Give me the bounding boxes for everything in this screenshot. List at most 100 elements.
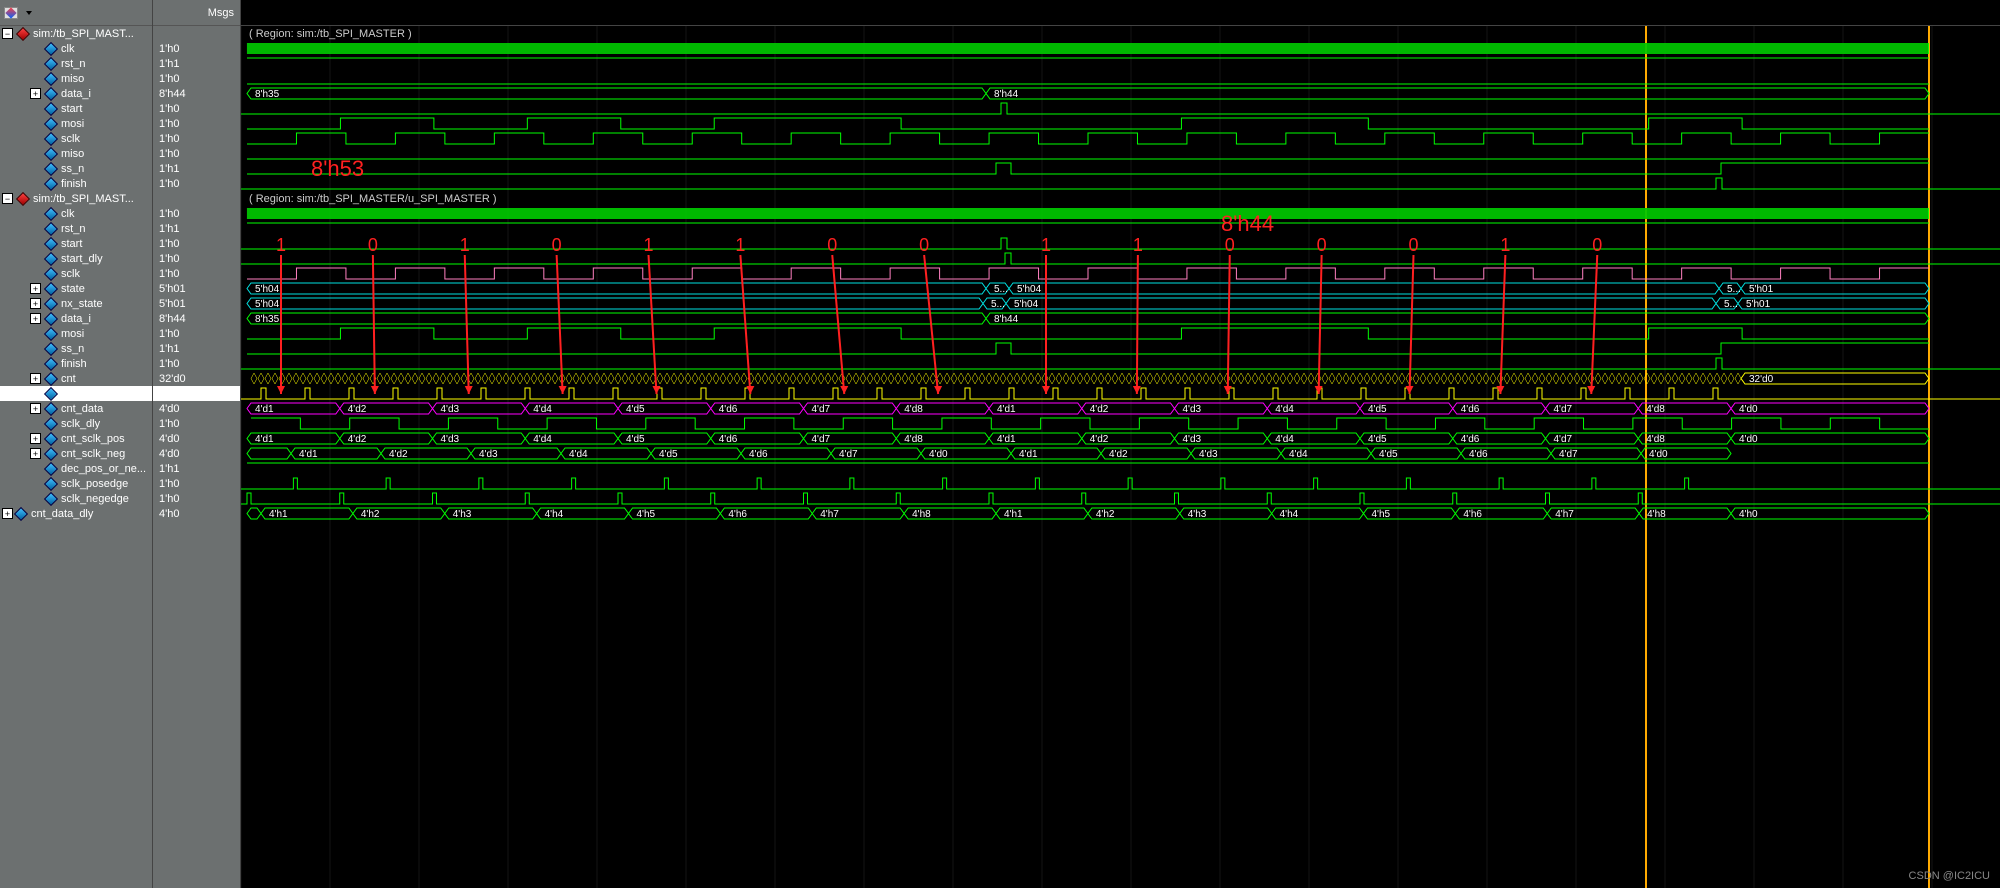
- signal-name[interactable]: nx_state: [61, 298, 103, 310]
- scope-label[interactable]: sim:/tb_SPI_MAST...: [33, 193, 134, 205]
- signal-name[interactable]: sclk_posedge: [61, 478, 128, 490]
- svg-text:4'h5: 4'h5: [1372, 509, 1391, 520]
- signal-value: 1'h1: [155, 163, 179, 175]
- svg-text:4'd7: 4'd7: [839, 449, 858, 460]
- dropdown-icon[interactable]: [4, 7, 18, 19]
- svg-text:4'd6: 4'd6: [719, 404, 738, 415]
- tree-expander[interactable]: +: [30, 373, 41, 384]
- signal-value: 1'h0: [155, 178, 179, 190]
- svg-text:4'd7: 4'd7: [812, 404, 831, 415]
- svg-text:4'd7: 4'd7: [812, 434, 831, 445]
- signal-name[interactable]: cnt_data_dly: [31, 508, 93, 520]
- tree-expander[interactable]: +: [30, 88, 41, 99]
- svg-text:4'd2: 4'd2: [389, 449, 408, 460]
- signal-value: 1'h0: [155, 493, 179, 505]
- tree-expander[interactable]: +: [30, 298, 41, 309]
- svg-text:4'd1: 4'd1: [1019, 449, 1038, 460]
- tree-expander[interactable]: +: [30, 313, 41, 324]
- svg-text:8'h44: 8'h44: [994, 89, 1019, 100]
- svg-text:1: 1: [1133, 235, 1143, 255]
- signal-name[interactable]: cnt_sclk_neg: [61, 448, 125, 460]
- signal-name[interactable]: clk: [61, 208, 74, 220]
- scope-label[interactable]: sim:/tb_SPI_MAST...: [33, 28, 134, 40]
- signal-value: 1'h1: [155, 463, 179, 475]
- svg-text:0: 0: [919, 235, 929, 255]
- signal-name[interactable]: sclk_dly: [61, 418, 100, 430]
- dropdown-arrow-icon[interactable]: [22, 7, 36, 19]
- svg-text:1: 1: [276, 235, 286, 255]
- svg-text:4'd1: 4'd1: [997, 404, 1016, 415]
- signal-name[interactable]: data_i: [61, 88, 91, 100]
- svg-text:4'd0: 4'd0: [1739, 434, 1758, 445]
- signal-value: 5'h01: [155, 283, 186, 295]
- msgs-header: Msgs: [153, 0, 240, 26]
- signal-name[interactable]: ss_n: [61, 163, 84, 175]
- signal-name[interactable]: finish: [61, 178, 87, 190]
- svg-text:4'd5: 4'd5: [1379, 449, 1398, 460]
- svg-text:4'd5: 4'd5: [659, 449, 678, 460]
- svg-text:5...: 5...: [1727, 284, 1741, 295]
- signal-value: 1'h0: [155, 43, 179, 55]
- signal-name[interactable]: dec_pos_or_ne...: [61, 463, 146, 475]
- signal-value: 1'h1: [155, 343, 179, 355]
- tree-expander[interactable]: +: [30, 448, 41, 459]
- signal-name[interactable]: start: [61, 238, 82, 250]
- svg-text:4'd4: 4'd4: [569, 449, 588, 460]
- svg-text:4'd4: 4'd4: [1289, 449, 1308, 460]
- signal-name[interactable]: cnt_data: [61, 403, 103, 415]
- signal-name[interactable]: miso: [61, 73, 84, 85]
- signal-name[interactable]: sclk_negedge: [61, 493, 129, 505]
- svg-text:4'd7: 4'd7: [1554, 404, 1573, 415]
- signal-name[interactable]: sclk: [61, 133, 80, 145]
- tree-expander[interactable]: +: [30, 283, 41, 294]
- signal-name[interactable]: miso: [61, 148, 84, 160]
- signal-name[interactable]: mosi: [61, 118, 84, 130]
- signal-name[interactable]: cnt_max_flag: [61, 388, 126, 400]
- signal-name[interactable]: sclk: [61, 268, 80, 280]
- svg-text:0: 0: [552, 235, 562, 255]
- signal-name[interactable]: state: [61, 283, 85, 295]
- svg-text:4'd3: 4'd3: [441, 404, 460, 415]
- signal-value: 1'h0: [155, 268, 179, 280]
- svg-text:4'd5: 4'd5: [626, 404, 645, 415]
- tree-expander[interactable]: +: [2, 508, 13, 519]
- waveform-canvas[interactable]: ( Region: sim:/tb_SPI_MASTER )8'h358'h44…: [241, 26, 2000, 888]
- signal-name[interactable]: clk: [61, 43, 74, 55]
- svg-text:4'h6: 4'h6: [1463, 509, 1482, 520]
- svg-text:4'd6: 4'd6: [1461, 404, 1480, 415]
- svg-text:4'd6: 4'd6: [749, 449, 768, 460]
- signal-name[interactable]: start_dly: [61, 253, 103, 265]
- svg-text:4'h0: 4'h0: [1739, 509, 1758, 520]
- signal-value: 1'h0: [155, 478, 179, 490]
- svg-text:1: 1: [1500, 235, 1510, 255]
- svg-text:0: 0: [827, 235, 837, 255]
- tree-expander[interactable]: −: [2, 28, 13, 39]
- signal-value: 4'd0: [155, 433, 179, 445]
- signal-value: 1'h1: [155, 223, 179, 235]
- signal-name[interactable]: cnt: [61, 373, 76, 385]
- svg-text:8'h35: 8'h35: [255, 89, 280, 100]
- svg-text:4'h5: 4'h5: [637, 509, 656, 520]
- signal-name[interactable]: mosi: [61, 328, 84, 340]
- signal-value: 1'h0: [155, 118, 179, 130]
- svg-text:4'h1: 4'h1: [1004, 509, 1023, 520]
- svg-text:5...: 5...: [994, 284, 1008, 295]
- tree-expander[interactable]: +: [30, 403, 41, 414]
- signal-name[interactable]: data_i: [61, 313, 91, 325]
- waveform-panel[interactable]: ( Region: sim:/tb_SPI_MASTER )8'h358'h44…: [241, 0, 2000, 888]
- signal-name[interactable]: cnt_sclk_pos: [61, 433, 125, 445]
- signal-name[interactable]: start: [61, 103, 82, 115]
- tree-expander[interactable]: +: [30, 433, 41, 444]
- signal-name[interactable]: finish: [61, 358, 87, 370]
- tree-expander[interactable]: −: [2, 193, 13, 204]
- signal-name[interactable]: rst_n: [61, 223, 85, 235]
- signal-toolbar: [0, 0, 152, 26]
- svg-text:5'h04: 5'h04: [1014, 299, 1039, 310]
- signal-name[interactable]: rst_n: [61, 58, 85, 70]
- time-ruler[interactable]: [241, 0, 2000, 26]
- signal-name[interactable]: ss_n: [61, 343, 84, 355]
- signal-value: 1'h0: [155, 133, 179, 145]
- svg-text:1: 1: [460, 235, 470, 255]
- svg-text:0: 0: [1592, 235, 1602, 255]
- signal-value: 8'h44: [155, 88, 186, 100]
